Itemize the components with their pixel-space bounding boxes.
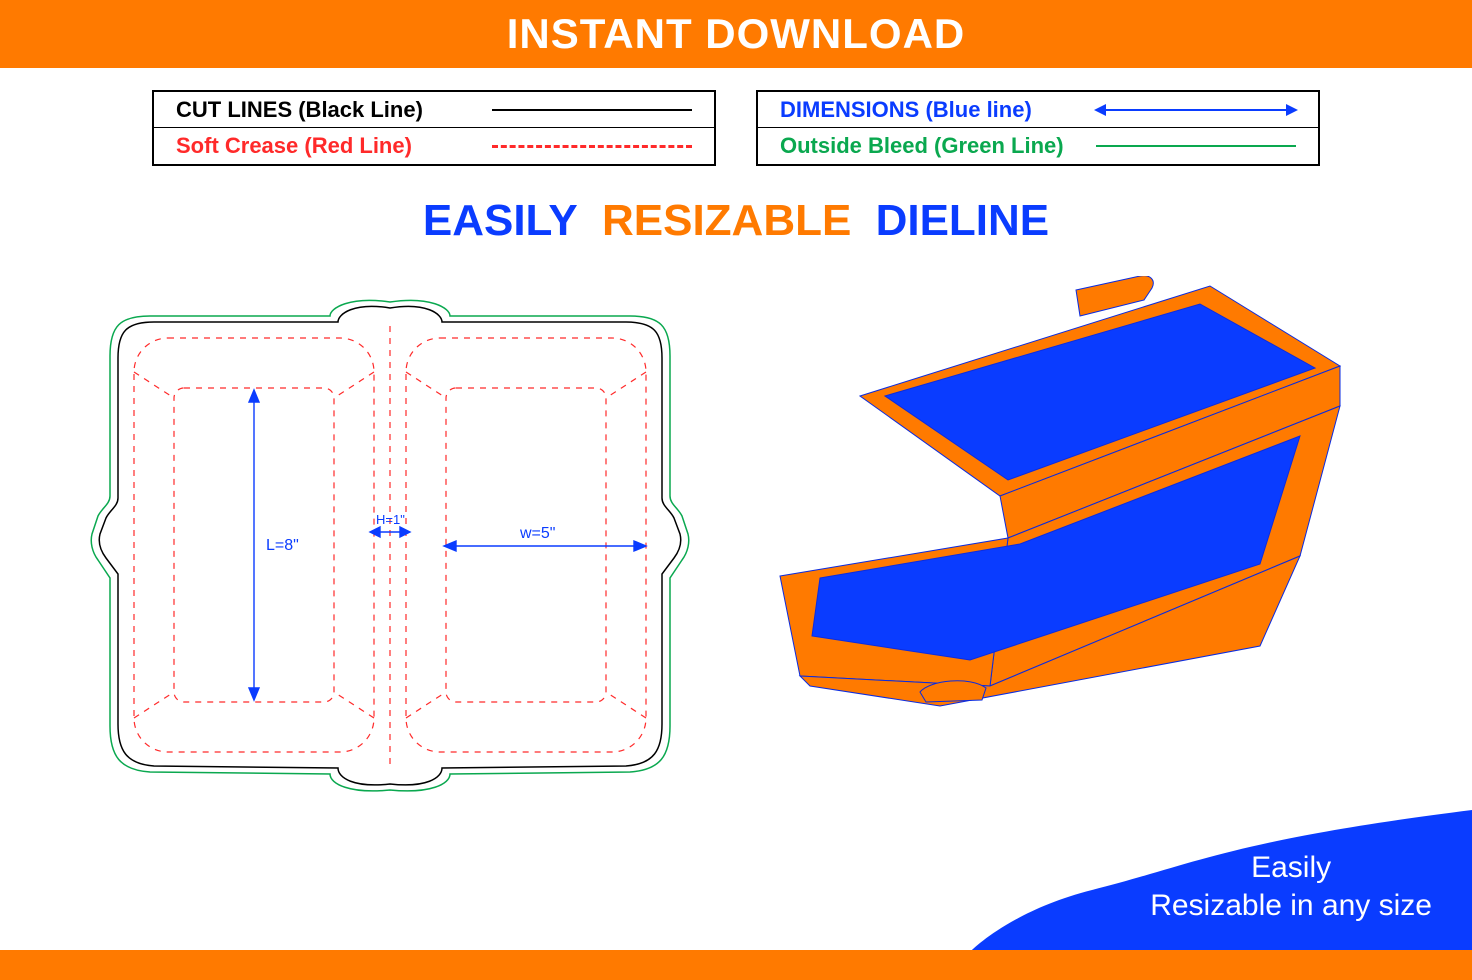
legend-dimensions: DIMENSIONS (Blue line)	[758, 92, 1318, 128]
solid-line-swatch	[1096, 145, 1296, 147]
corner-text: Easily Resizable in any size	[1150, 849, 1432, 924]
svg-text:L=8": L=8"	[266, 537, 299, 554]
legend-label: CUT LINES (Black Line)	[176, 97, 423, 123]
dieline-diagram: L=8" H=1" w=5"	[70, 286, 710, 806]
corner-line1: Easily	[1150, 849, 1432, 887]
corner-badge: Easily Resizable in any size	[972, 810, 1472, 950]
legend-label: Outside Bleed (Green Line)	[780, 133, 1064, 159]
headline: EASILY RESIZABLE DIELINE	[0, 196, 1472, 246]
legend-soft-crease: Soft Crease (Red Line)	[154, 128, 714, 164]
legend-label: Soft Crease (Red Line)	[176, 133, 412, 159]
arrow-line-swatch	[1096, 109, 1296, 111]
legend-cut-lines: CUT LINES (Black Line)	[154, 92, 714, 128]
svg-text:w=5": w=5"	[519, 525, 555, 542]
legend-left-col: CUT LINES (Black Line) Soft Crease (Red …	[152, 90, 716, 166]
headline-word: EASILY	[423, 196, 578, 246]
legend-label: DIMENSIONS (Blue line)	[780, 97, 1032, 123]
legend: CUT LINES (Black Line) Soft Crease (Red …	[40, 90, 1432, 166]
headline-word: DIELINE	[876, 196, 1050, 246]
legend-right-col: DIMENSIONS (Blue line) Outside Bleed (Gr…	[756, 90, 1320, 166]
dash-line-swatch	[492, 145, 692, 148]
legend-bleed: Outside Bleed (Green Line)	[758, 128, 1318, 164]
svg-text:H=1": H=1"	[376, 512, 405, 527]
bottom-banner	[0, 950, 1472, 980]
top-banner: INSTANT DOWNLOAD	[0, 0, 1472, 68]
solid-line-swatch	[492, 109, 692, 111]
corner-line2: Resizable in any size	[1150, 887, 1432, 925]
box-3d-mock	[740, 276, 1360, 716]
headline-word: RESIZABLE	[602, 196, 851, 246]
